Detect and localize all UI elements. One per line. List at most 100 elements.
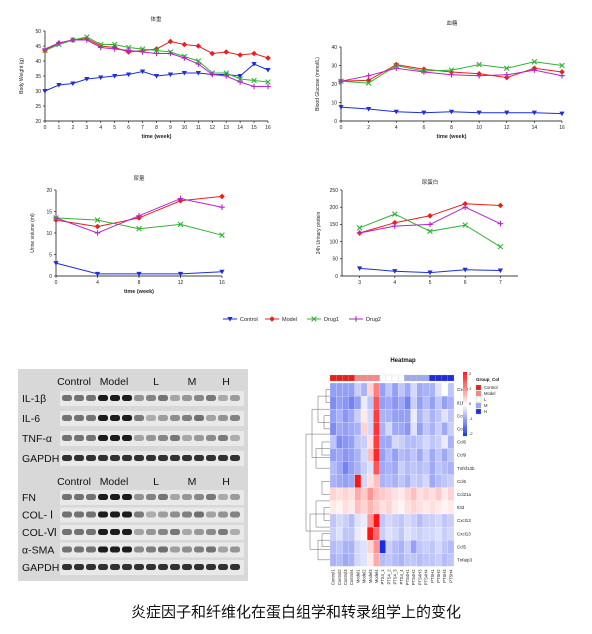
data-point-control <box>153 74 160 79</box>
x-tick-label: 8 <box>155 125 158 131</box>
heatmap-cell <box>398 540 405 554</box>
data-point-drug2 <box>97 44 104 51</box>
heatmap-cell <box>410 396 417 410</box>
blot-band <box>122 546 132 553</box>
heatmap-dendrogram <box>305 389 330 561</box>
heatmap-cell <box>379 553 386 567</box>
data-point-drug1 <box>356 225 363 231</box>
blot-band <box>146 435 156 441</box>
blot-band <box>146 546 156 553</box>
color-scale-step <box>463 396 467 398</box>
data-point-drug2 <box>53 215 59 221</box>
blot-band <box>230 415 240 421</box>
y-tick-label: 20 <box>331 82 337 88</box>
blot-band <box>194 564 204 570</box>
heatmap-col-label: PTS4_4 <box>399 569 404 585</box>
heatmap-group-bar <box>422 374 430 382</box>
heatmap-cell <box>336 396 343 410</box>
blot-band <box>74 395 84 401</box>
blot-strip <box>60 490 244 505</box>
blot-band <box>158 455 168 461</box>
y-tick-label: 45 <box>35 44 41 50</box>
series-line-model <box>55 195 223 228</box>
data-point-drug2 <box>338 78 344 85</box>
line-chart-4: 尿蛋白 0 50 100 150 200 250 3 4 5 6 7 24h Urinary prote… <box>316 178 518 286</box>
heatmap-cell <box>441 526 448 541</box>
blot-band <box>134 395 144 401</box>
heatmap-cell <box>435 474 442 488</box>
y-tick-label: 20 <box>35 119 41 125</box>
heatmap-cell <box>354 461 362 475</box>
heatmap-cell <box>404 382 411 397</box>
heatmap-cell <box>404 396 411 410</box>
blot-band <box>86 546 96 553</box>
heatmap-cell <box>429 409 436 423</box>
heatmap-group-bar <box>441 374 448 382</box>
heatmap-col-label: Model4 <box>374 569 379 583</box>
data-point-control <box>251 62 257 67</box>
blot-protein-label: COL-Ⅵ <box>22 527 57 539</box>
y-tick-label: 10 <box>46 231 52 237</box>
heatmap-cell <box>336 422 343 436</box>
heatmap-group-bar <box>342 374 349 382</box>
heatmap-cell <box>360 422 368 436</box>
blot-band <box>146 529 156 535</box>
blot-band <box>158 511 168 518</box>
heatmap-cell <box>329 500 337 515</box>
heatmap-cell <box>379 396 386 410</box>
blot-group-label: L <box>153 376 159 388</box>
heatmap-cell <box>373 474 380 488</box>
data-point-control <box>177 271 184 277</box>
heatmap-cell <box>385 540 393 554</box>
blot-band <box>122 415 132 421</box>
y-tick-label: 30 <box>35 89 41 95</box>
data-point-model <box>251 50 257 57</box>
heatmap-cell <box>367 487 374 501</box>
data-point-drug2 <box>42 46 48 52</box>
heatmap-cell <box>336 448 343 462</box>
heatmap-cell <box>416 500 424 515</box>
heatmap-cell <box>336 540 343 554</box>
heatmap-cell <box>404 435 411 449</box>
heatmap-cell <box>329 382 337 397</box>
color-scale-step <box>463 386 467 389</box>
heatmap-cell <box>360 513 368 528</box>
heatmap-group-bar <box>429 374 436 382</box>
x-tick-label: 4 <box>395 125 398 131</box>
heatmap-cell <box>373 553 380 567</box>
color-scale-step <box>463 376 467 379</box>
heatmap-cell <box>336 500 343 515</box>
heatmap-cell <box>410 448 417 462</box>
color-scale-step <box>463 394 467 397</box>
data-point-drug1 <box>476 61 482 68</box>
y-tick-label: 0 <box>49 274 52 280</box>
color-scale-step <box>463 421 467 424</box>
data-point-drug2 <box>427 221 433 228</box>
heatmap-cell <box>416 448 424 462</box>
heatmap-cell <box>342 396 349 410</box>
data-point-drug1 <box>153 47 160 54</box>
heatmap-cell <box>348 526 355 541</box>
data-point-drug2 <box>531 67 538 73</box>
blot-band <box>206 395 216 401</box>
data-point-model <box>462 200 468 207</box>
heatmap-cell <box>391 396 399 410</box>
x-tick-label: 10 <box>476 125 482 131</box>
heatmap-cell <box>447 513 455 528</box>
heatmap-cell <box>398 396 405 410</box>
x-tick-label: 14 <box>237 125 243 131</box>
blot-band <box>74 564 84 570</box>
color-scale-step <box>463 423 467 425</box>
blot-band <box>98 415 108 421</box>
blot-band <box>218 415 228 421</box>
blot-band <box>134 546 144 553</box>
heatmap-cell <box>398 435 405 449</box>
heatmap-cell <box>348 409 355 423</box>
data-point-control <box>357 266 363 272</box>
heatmap-group-bar <box>385 374 393 382</box>
heatmap-group-bar <box>348 374 355 382</box>
heatmap-cell <box>391 513 399 528</box>
data-point-control <box>139 69 146 75</box>
heatmap-row-label: Il1b <box>457 400 465 405</box>
heatmap-cell <box>373 409 380 423</box>
